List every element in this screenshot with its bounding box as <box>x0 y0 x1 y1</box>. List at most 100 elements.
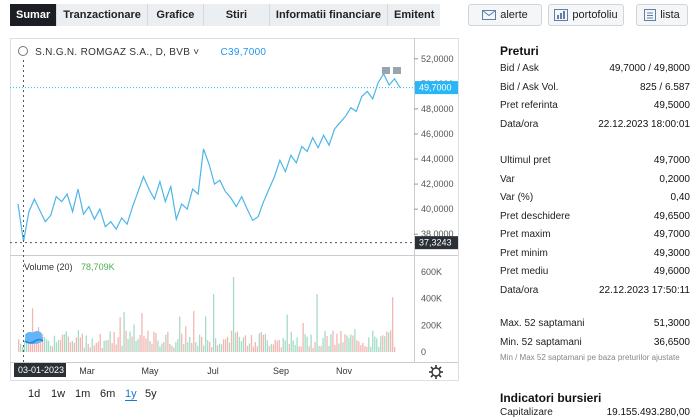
volume-bar <box>278 339 280 352</box>
volume-bar <box>195 342 197 352</box>
stat-value: 49,7000 <box>653 229 690 240</box>
volume-bar <box>71 340 73 352</box>
tab-tranzactionare[interactable]: Tranzactionare <box>57 4 148 26</box>
stat-row: Data/ora 22.12.2023 18:00:01 <box>500 119 690 130</box>
stat-label: Var (%) <box>500 192 534 203</box>
volume-bar <box>117 337 119 352</box>
stat-row: Ultimul pret 49,7000 <box>500 155 690 166</box>
list-icon <box>644 9 657 21</box>
note-marker-icon[interactable] <box>393 67 401 74</box>
portofoliu-button[interactable]: portofoliu <box>548 4 624 26</box>
tab-emitent[interactable]: Emitent <box>388 4 441 26</box>
chart-frame <box>10 38 459 381</box>
volume-bar <box>39 338 42 352</box>
gear-icon[interactable] <box>429 365 443 379</box>
volume-bar <box>368 337 370 352</box>
volume-bar <box>67 336 69 352</box>
volume-bar <box>131 336 133 352</box>
volume-bar <box>234 332 237 352</box>
volume-bar <box>296 337 298 352</box>
stat-value: 51,3000 <box>653 318 690 329</box>
stat-label: Ultimul pret <box>500 155 551 166</box>
lista-button[interactable]: lista <box>636 4 688 26</box>
portofoliu-label: portofoliu <box>572 9 618 21</box>
time-axis-label: Mar <box>79 366 95 376</box>
volume-bar <box>26 336 28 352</box>
volume-bar <box>143 335 145 352</box>
volume-bar <box>306 336 308 352</box>
volume-bar <box>272 344 274 352</box>
volume-bar <box>340 330 342 352</box>
volume-axis-label: 400K <box>421 294 442 304</box>
volume-bar <box>394 347 396 352</box>
volume-bar <box>47 340 50 352</box>
volume-bar <box>22 346 24 352</box>
stat-label: Pret referinta <box>500 100 558 111</box>
range-1w[interactable]: 1w <box>51 388 66 400</box>
stat-value: 49,7000 <box>653 155 690 166</box>
alerte-button[interactable]: alerte <box>468 4 542 26</box>
volume-bar <box>27 343 30 352</box>
volume-bar <box>81 333 83 352</box>
capitalizare-label: Capitalizare <box>500 407 553 418</box>
volume-bar <box>284 340 286 352</box>
chart-price-prefix: C <box>220 47 229 58</box>
range-5y[interactable]: 5y <box>145 388 157 400</box>
volume-bar <box>256 346 258 352</box>
tab-sumar[interactable]: Sumar <box>10 4 58 26</box>
volume-legend: Volume (20) 78,709K <box>24 262 115 272</box>
volume-bar <box>65 331 67 352</box>
volume-bar <box>264 333 266 352</box>
indicatori-title: Indicatori bursieri <box>500 391 602 405</box>
capitalizare-value: 19.155.493.280,00 <box>606 407 690 418</box>
flag-marker-icon[interactable] <box>382 67 390 74</box>
volume-axis-label: 0 <box>421 347 426 357</box>
stat-label: Bid / Ask Vol. <box>500 81 559 93</box>
volume-bar <box>199 334 201 352</box>
stat-row: Var (%) 0,40 <box>500 192 690 203</box>
volume-bar <box>254 342 256 352</box>
symbol-search-icon[interactable] <box>18 46 28 56</box>
envelope-icon <box>482 10 497 20</box>
tab-stiri[interactable]: Stiri <box>203 4 270 26</box>
chart-symbol[interactable]: S.N.G.N. ROMGAZ S.A., D, BVB <box>35 47 191 58</box>
volume-bar <box>266 340 268 352</box>
volume-bar <box>294 344 296 352</box>
volume-bar <box>209 341 211 352</box>
range-1y[interactable]: 1y <box>125 388 137 401</box>
volume-bar <box>354 329 356 352</box>
volume-bar <box>326 336 328 352</box>
volume-bar <box>177 339 179 352</box>
volume-bar <box>123 311 125 352</box>
range-1m[interactable]: 1m <box>75 388 91 400</box>
stat-row: Pret mediu 49,6000 <box>500 266 690 277</box>
volume-bar <box>205 316 207 352</box>
time-axis-label: Sep <box>273 366 289 376</box>
volume-bar <box>43 337 46 352</box>
crosshair-price-tag <box>415 236 458 250</box>
volume-bar <box>286 314 288 352</box>
volume-bar <box>222 339 225 352</box>
volume-bar <box>320 346 322 352</box>
range-6m[interactable]: 6m <box>100 388 116 400</box>
volume-bar <box>248 343 251 352</box>
volume-bar <box>135 341 137 352</box>
tab-grafice[interactable]: Grafice <box>147 4 204 26</box>
cloud-logo-icon <box>24 331 44 344</box>
tab-informatii-financiare[interactable]: Informatii financiare <box>269 4 389 26</box>
volume-bar <box>386 331 388 352</box>
stat-label: Min. 52 saptamani <box>500 336 582 348</box>
chevron-down-icon[interactable]: ˅ <box>193 47 200 58</box>
volume-bar <box>276 340 278 352</box>
range-1d[interactable]: 1d <box>28 388 41 400</box>
time-axis-label: Jul <box>207 366 219 376</box>
volume-bar <box>334 344 336 352</box>
stat-label: Pret maxim <box>500 229 551 240</box>
volume-bar <box>308 346 310 352</box>
stat-row: Min. 52 saptamani 36,6500 <box>500 337 690 348</box>
volume-bar <box>352 335 354 352</box>
volume-bar <box>51 346 54 352</box>
price-axis-label: 52,0000 <box>421 54 454 64</box>
crosshair-date-text: 03-01-2023 <box>18 365 64 375</box>
